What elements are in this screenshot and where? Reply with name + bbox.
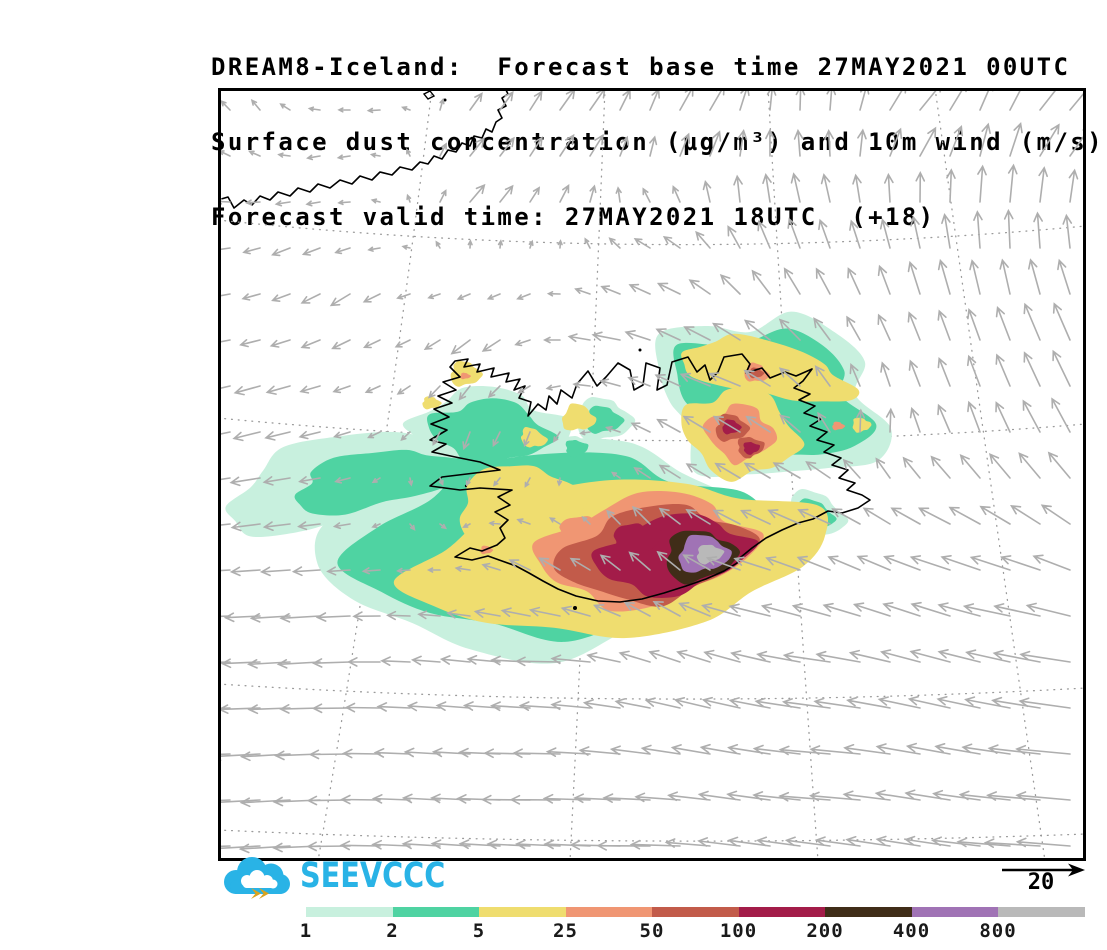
wind-arrows-layer [218,88,1086,854]
colorbar-segment [392,907,479,917]
wind-reference-arrow [1002,863,1085,877]
colorbar-segment [479,907,566,917]
wind-reference: 20 [988,858,1103,904]
colorbar-tick-label: 1 [299,920,313,942]
colorbar-tick-label: 200 [806,920,844,942]
wind-reference-value: 20 [1027,870,1055,895]
colorbar-segment [911,907,998,917]
title-line-1: DREAM8-Iceland: Forecast base time 27MAY… [211,53,1071,81]
colorbar-tick-label: 400 [892,920,931,942]
colorbar-tick-label: 25 [553,920,578,942]
colorbar-segment [825,907,912,917]
coastline-greenland [218,88,509,209]
colorbar-tick-label: 100 [719,920,758,942]
colorbar-segment [306,907,393,917]
plot-title: DREAM8-Iceland: Forecast base time 27MAY… [211,5,1104,280]
colorbar-legend: 1 2 5 25 50 100 200 400 800 [300,907,1085,942]
title-line-3: Forecast valid time: 27MAY2021 18UTC (+1… [211,203,936,231]
seevccc-logo: SEEVCCC [214,853,474,903]
cloud-icon [224,857,290,899]
colorbar-segment [652,907,739,917]
title-line-2: Surface dust concentration (µg/m³) and 1… [211,128,1105,156]
map-border [218,88,1086,861]
chevron-icon [251,888,269,899]
colorbar-tick-label: 50 [639,920,665,942]
colorbar-tick-label: 2 [386,920,399,942]
dust-concentration-layer [225,311,892,664]
colorbar-segment [998,907,1085,917]
colorbar-segment [738,907,825,917]
colorbar-segment [565,907,652,917]
dust-level-800 [696,544,725,565]
logo-text: SEEVCCC [300,856,446,896]
colorbar-tick-label: 5 [472,920,486,942]
colorbar-tick-label: 800 [979,920,1017,942]
forecast-map [218,88,1086,861]
